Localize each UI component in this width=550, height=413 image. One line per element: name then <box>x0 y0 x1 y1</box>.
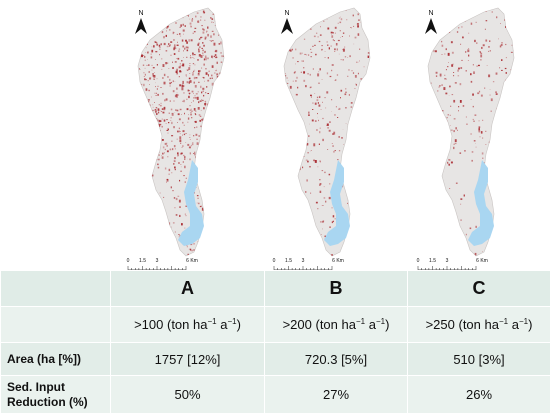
scale-label: 1.5 <box>285 258 292 264</box>
basin-outline <box>283 7 371 257</box>
area-a: 1757 [12%] <box>110 342 265 376</box>
scale-label: 3 <box>445 258 449 264</box>
north-arrow-icon: N <box>424 10 438 38</box>
north-label: N <box>428 10 434 17</box>
scale-label: 6 Km <box>476 258 488 264</box>
maps-area: N 0 1.5 3 6 Km N 0 1.5 3 6 Km N 0 1.5 3 6 Km <box>110 0 550 271</box>
scale-label: 1.5 <box>139 258 146 264</box>
threshold-label <box>0 306 111 343</box>
sed-reduction-b: 27% <box>264 375 408 413</box>
threshold-row: >100 (ton ha−1 a−1) >200 (ton ha−1 a−1) … <box>0 306 550 343</box>
area-row: Area (ha [%]) 1757 [12%] 720.3 [5%] 510 … <box>0 342 550 376</box>
scale-label: 6 Km <box>186 258 198 264</box>
header-c: C <box>407 270 550 307</box>
basin-map-a <box>137 7 225 257</box>
reservoir <box>468 160 494 246</box>
area-b: 720.3 [5%] <box>264 342 408 376</box>
reservoir <box>178 160 204 246</box>
basin-outline <box>427 7 515 257</box>
sed-reduction-a: 50% <box>110 375 265 413</box>
basin-map-c <box>427 7 515 257</box>
header-b: B <box>264 270 408 307</box>
north-arrow-icon: N <box>280 10 294 38</box>
threshold-b: >200 (ton ha−1 a−1) <box>264 306 408 343</box>
scale-label: 0 <box>126 258 130 264</box>
scale-label: 0 <box>416 258 420 264</box>
threshold-c: >250 (ton ha−1 a−1) <box>407 306 550 343</box>
scale-label: 0 <box>272 258 276 264</box>
threshold-a: >100 (ton ha−1 a−1) <box>110 306 265 343</box>
header-a: A <box>110 270 265 307</box>
map-panel-a: N 0 1.5 3 6 Km <box>110 0 260 271</box>
map-panel-b: N 0 1.5 3 6 Km <box>256 0 406 271</box>
area-label: Area (ha [%]) <box>0 342 111 376</box>
scale-label: 3 <box>301 258 305 264</box>
scale-label: 6 Km <box>332 258 344 264</box>
basin-map-b <box>283 7 371 257</box>
north-arrow-icon: N <box>134 10 148 38</box>
header-empty-cell <box>0 270 111 307</box>
reservoir <box>324 160 350 246</box>
area-c: 510 [3%] <box>407 342 550 376</box>
sed-reduction-c: 26% <box>407 375 550 413</box>
map-panel-c: N 0 1.5 3 6 Km <box>400 0 550 271</box>
table-header-row: A B C <box>0 270 550 307</box>
sed-reduction-label: Sed. Input Reduction (%) <box>0 375 111 413</box>
scale-label: 3 <box>155 258 159 264</box>
north-label: N <box>138 10 144 17</box>
results-table: A B C >100 (ton ha−1 a−1) >200 (ton ha−1… <box>0 270 550 413</box>
north-label: N <box>284 10 290 17</box>
sed-reduction-row: Sed. Input Reduction (%) 50% 27% 26% <box>0 375 550 413</box>
scale-label: 1.5 <box>429 258 436 264</box>
